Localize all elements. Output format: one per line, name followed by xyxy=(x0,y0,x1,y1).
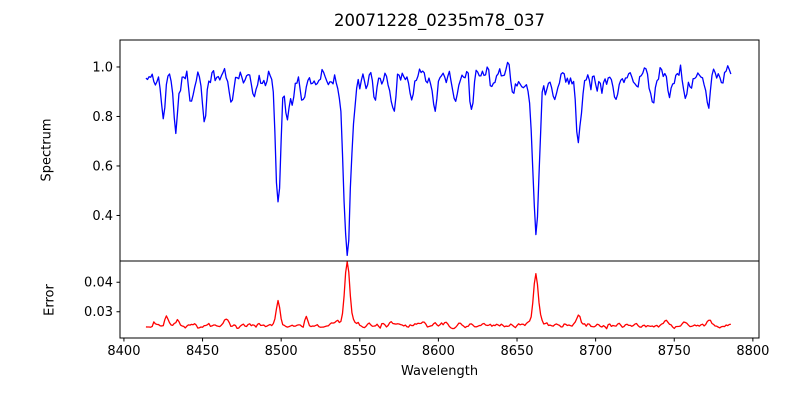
x-tick-label: 8600 xyxy=(422,344,455,359)
x-tick-label: 8550 xyxy=(343,344,376,359)
spectrum-y-tick-label: 0.8 xyxy=(92,110,113,125)
error-y-tick-label: 0.03 xyxy=(84,305,113,320)
x-tick-label: 8700 xyxy=(579,344,612,359)
x-tick-label: 8400 xyxy=(107,344,140,359)
x-tick-label: 8450 xyxy=(186,344,219,359)
x-tick-label: 8500 xyxy=(265,344,298,359)
spectrum-y-tick-label: 0.6 xyxy=(92,159,113,174)
error-panel-frame xyxy=(119,260,760,339)
spectrum-y-tick-label: 0.4 xyxy=(92,209,113,224)
error-line xyxy=(145,261,731,330)
spectrum-panel-frame xyxy=(119,39,760,262)
spectrum-y-tick-label: 1.0 xyxy=(92,60,113,75)
error-y-tick-label: 0.04 xyxy=(84,276,113,291)
x-tick-label: 8750 xyxy=(658,344,691,359)
x-tick-label: 8800 xyxy=(736,344,769,359)
x-axis-label: Wavelength xyxy=(400,364,479,379)
x-tick-label: 8650 xyxy=(500,344,533,359)
chart-title: 20071228_0235m78_037 xyxy=(333,11,546,30)
spectrum-line xyxy=(145,61,732,257)
